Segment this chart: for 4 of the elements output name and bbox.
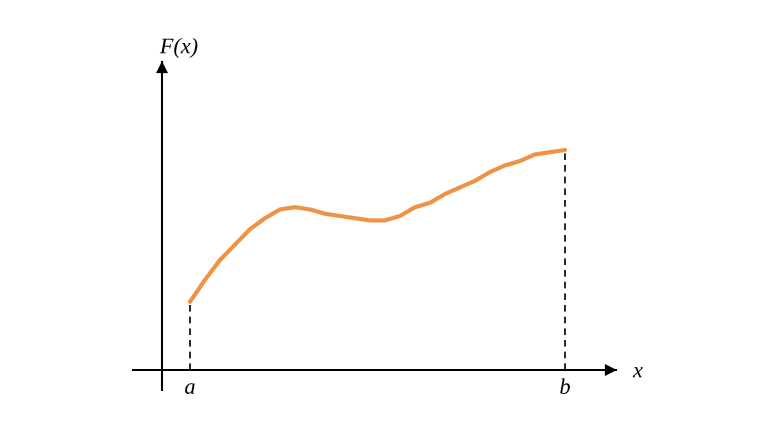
y-axis-title: F(x) bbox=[160, 38, 198, 58]
x-tick-label: a bbox=[185, 383, 195, 394]
x-axis-title: x bbox=[632, 367, 643, 378]
x-tick-label: b bbox=[560, 378, 570, 394]
